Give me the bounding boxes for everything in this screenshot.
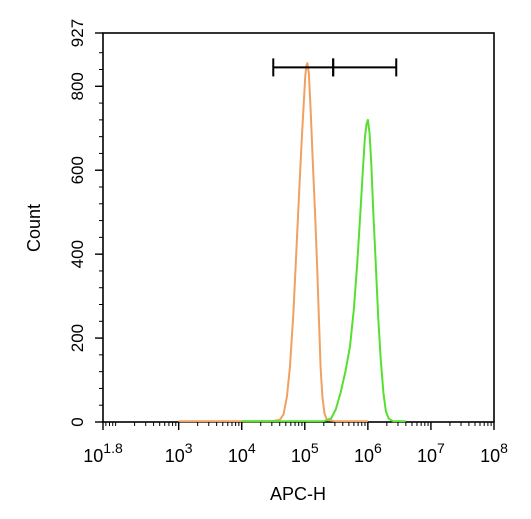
plot-frame xyxy=(102,32,495,423)
y-axis: 0 200 400 600 800 927 xyxy=(68,19,103,427)
x-axis-label: APC-H xyxy=(270,484,326,504)
x-axis: 101.8 103 104 105 106 107 108 xyxy=(83,422,508,466)
x-tick-label: 104 xyxy=(228,440,256,466)
y-tick-label: 200 xyxy=(68,324,87,352)
series-line-1 xyxy=(178,62,368,423)
x-tick-label: 103 xyxy=(165,440,193,466)
y-tick-label: 400 xyxy=(68,240,87,268)
x-tick-label: 101.8 xyxy=(83,440,123,466)
series-line-2 xyxy=(241,118,406,423)
y-tick-label: 0 xyxy=(68,417,87,426)
y-tick-label: 800 xyxy=(68,72,87,100)
x-tick-label: 107 xyxy=(417,440,445,466)
gate-markers xyxy=(272,58,398,77)
x-tick-label: 106 xyxy=(354,440,382,466)
x-tick-label: 108 xyxy=(480,440,508,466)
y-tick-label: 600 xyxy=(68,156,87,184)
y-axis-label: Count xyxy=(24,204,44,252)
y-tick-label: 927 xyxy=(68,19,87,47)
x-tick-label: 105 xyxy=(291,440,319,466)
histogram-curves xyxy=(178,62,406,423)
